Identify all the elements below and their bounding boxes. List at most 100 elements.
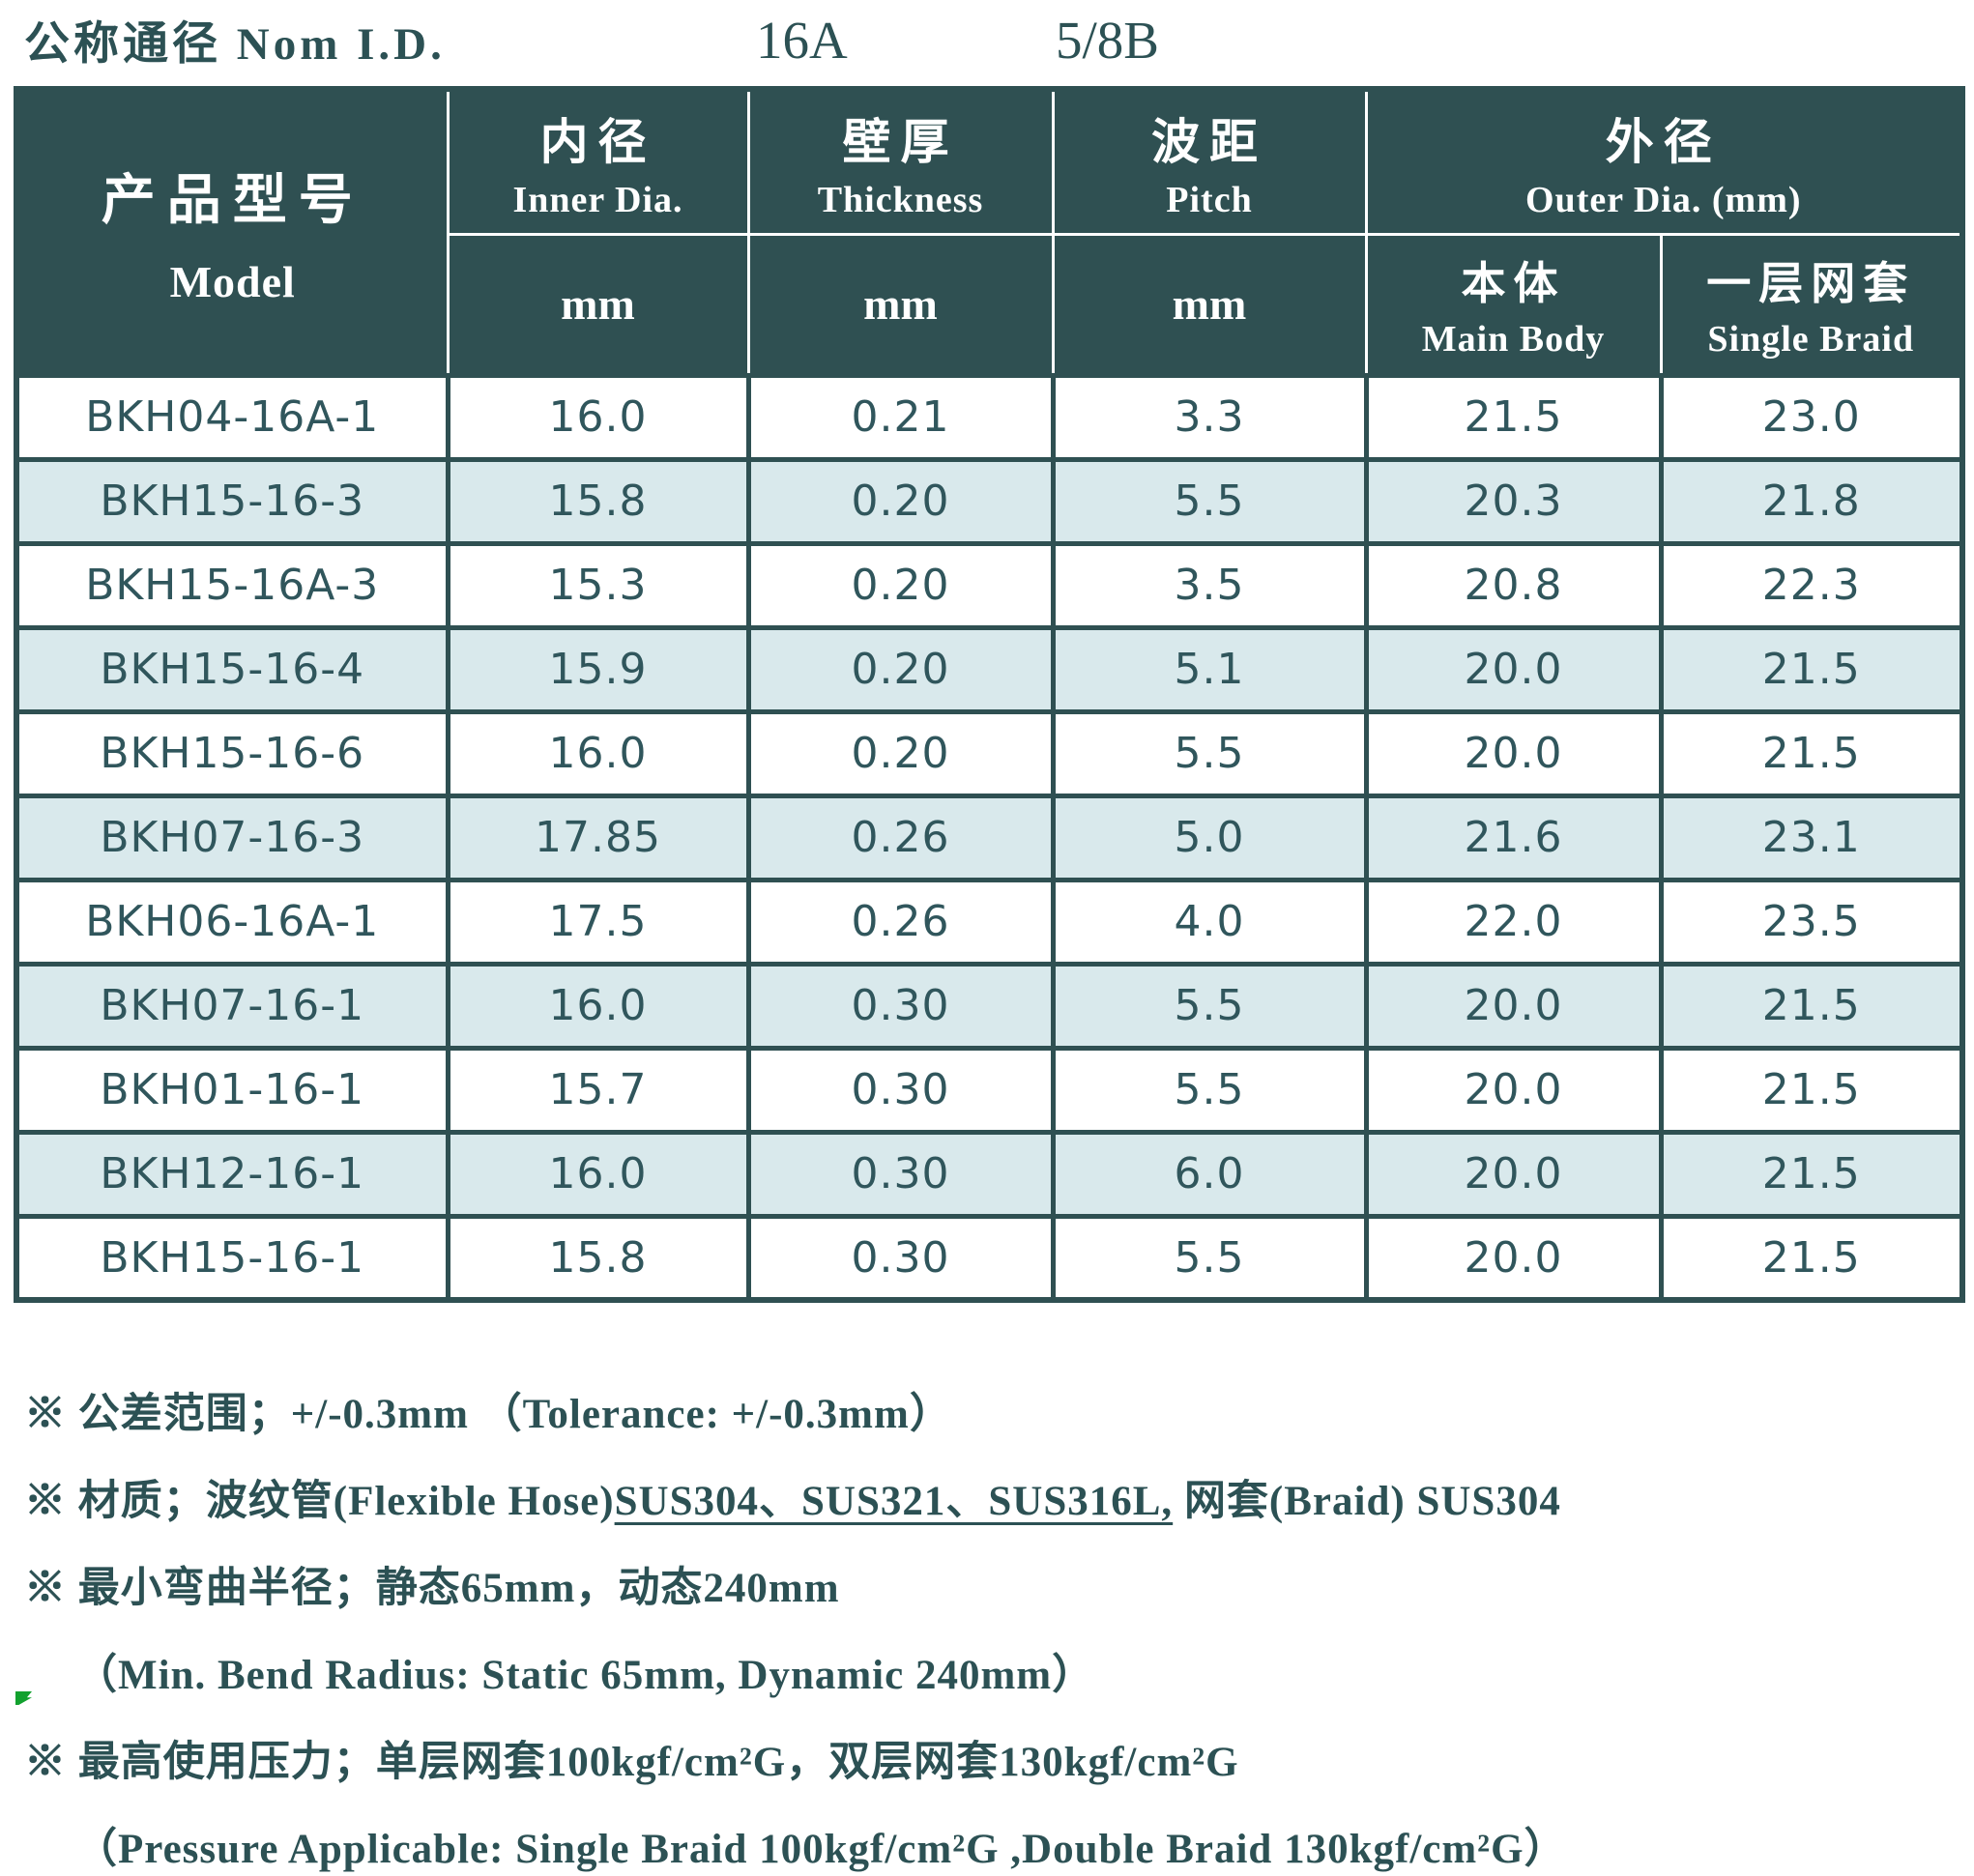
cell-inner-dia: 16.0: [445, 708, 751, 798]
cell-single-braid: 21.5: [1658, 1213, 1965, 1303]
note-material-prefix: ※ 材质；波纹管(Flexible Hose): [24, 1479, 615, 1524]
cell-model: BKH07-16-1: [14, 961, 450, 1051]
cell-thickness: 0.30: [745, 1213, 1056, 1303]
table-row: BKH15-16-6 16.0 0.20 5.5 20.0 21.5: [14, 708, 1965, 798]
header-model-zh: 产品型号: [101, 169, 364, 233]
cell-model: BKH15-16-6: [14, 708, 450, 798]
cell-inner-dia: 15.8: [445, 456, 751, 546]
header-inner-dia-en: Inner Dia.: [512, 179, 683, 220]
cell-inner-dia: 15.8: [445, 1213, 751, 1303]
cell-pitch: 5.5: [1050, 1045, 1369, 1135]
nominal-id-value-16a: 16A: [756, 11, 848, 70]
cell-main-body: 20.0: [1363, 624, 1664, 714]
header-single-braid-zh: 一层网套: [1706, 256, 1916, 309]
cell-single-braid: 23.1: [1658, 793, 1965, 882]
cell-single-braid: 21.5: [1658, 1129, 1965, 1219]
table-row: BKH12-16-1 16.0 0.30 6.0 20.0 21.5: [14, 1129, 1965, 1219]
cell-single-braid: 21.5: [1658, 624, 1965, 714]
cell-thickness: 0.26: [745, 877, 1056, 967]
table-row: BKH01-16-1 15.7 0.30 5.5 20.0 21.5: [14, 1045, 1965, 1135]
cell-thickness: 0.30: [745, 1045, 1056, 1135]
cell-inner-dia: 17.5: [445, 877, 751, 967]
nominal-id-value-5-8b: 5/8B: [1056, 11, 1159, 70]
cell-pitch: 6.0: [1050, 1129, 1369, 1219]
table-row: BKH07-16-3 17.85 0.26 5.0 21.6 23.1: [14, 793, 1965, 882]
cell-pitch: 3.5: [1050, 540, 1369, 630]
cell-model: BKH07-16-3: [14, 793, 450, 882]
header-model: 产品型号 Model: [15, 87, 450, 377]
table-row: BKH07-16-1 16.0 0.30 5.5 20.0 21.5: [14, 961, 1965, 1051]
header-thickness-en: Thickness: [817, 179, 984, 220]
cell-main-body: 21.6: [1363, 793, 1664, 882]
header-outer-dia-en: Outer Dia. (mm): [1525, 179, 1802, 220]
header-pitch-en: Pitch: [1166, 179, 1253, 220]
green-artifact-mark: [15, 1691, 32, 1705]
cell-main-body: 20.0: [1363, 708, 1664, 798]
cell-inner-dia: 16.0: [445, 372, 751, 462]
cell-thickness: 0.30: [745, 961, 1056, 1051]
cell-main-body: 22.0: [1363, 877, 1664, 967]
table-row: BKH15-16-1 15.8 0.30 5.5 20.0 21.5: [14, 1213, 1965, 1303]
note-pressure-en: （Pressure Applicable: Single Braid 100kg…: [75, 1827, 1567, 1872]
cell-pitch: 5.5: [1050, 1213, 1369, 1303]
cell-model: BKH15-16-1: [14, 1213, 450, 1303]
header-pitch: 波距 Pitch: [1051, 87, 1368, 236]
spec-table: 产品型号 Model 内径 Inner Dia. 壁厚 Thickness 波距…: [14, 86, 1966, 1303]
cell-single-braid: 23.0: [1658, 372, 1965, 462]
cell-single-braid: 23.5: [1658, 877, 1965, 967]
cell-single-braid: 21.5: [1658, 708, 1965, 798]
header-single-braid-en: Single Braid: [1707, 318, 1915, 360]
header-main-body: 本体 Main Body: [1364, 232, 1663, 377]
header-outer-dia-zh: 外径: [1605, 113, 1722, 170]
nominal-id-label: 公称通径 Nom I.D.: [24, 19, 446, 70]
cell-thickness: 0.30: [745, 1129, 1056, 1219]
cell-model: BKH04-16A-1: [14, 372, 450, 462]
cell-main-body: 20.3: [1363, 456, 1664, 546]
cell-main-body: 20.0: [1363, 1129, 1664, 1219]
cell-thickness: 0.20: [745, 540, 1056, 630]
cell-model: BKH15-16-4: [14, 624, 450, 714]
header-pitch-unit: mm: [1051, 232, 1368, 377]
cell-main-body: 20.8: [1363, 540, 1664, 630]
header-main-body-en: Main Body: [1421, 318, 1606, 360]
cell-model: BKH12-16-1: [14, 1129, 450, 1219]
header-model-en: Model: [169, 257, 296, 307]
cell-model: BKH15-16-3: [14, 456, 450, 546]
header-single-braid: 一层网套 Single Braid: [1659, 232, 1964, 377]
cell-pitch: 4.0: [1050, 877, 1369, 967]
note-pressure-zh: ※ 最高使用压力；单层网套100kgf/cm²G，双层网套130kgf/cm²G: [24, 1740, 1239, 1785]
cell-pitch: 5.0: [1050, 793, 1369, 882]
cell-model: BKH15-16A-3: [14, 540, 450, 630]
cell-single-braid: 21.5: [1658, 961, 1965, 1051]
cell-single-braid: 21.5: [1658, 1045, 1965, 1135]
cell-model: BKH06-16A-1: [14, 877, 450, 967]
note-material-suffix: 网套(Braid) SUS304: [1173, 1479, 1561, 1524]
cell-inner-dia: 15.3: [445, 540, 751, 630]
table-row: BKH04-16A-1 16.0 0.21 3.3 21.5 23.0: [14, 372, 1965, 462]
cell-thickness: 0.21: [745, 372, 1056, 462]
header-main-body-zh: 本体: [1461, 256, 1566, 309]
cell-pitch: 5.5: [1050, 708, 1369, 798]
cell-main-body: 20.0: [1363, 961, 1664, 1051]
header-inner-dia: 内径 Inner Dia.: [446, 87, 750, 236]
note-material-grades: SUS304、SUS321、SUS316L,: [614, 1479, 1174, 1524]
cell-main-body: 20.0: [1363, 1045, 1664, 1135]
header-inner-dia-unit: mm: [446, 232, 750, 377]
note-material: ※ 材质；波纹管(Flexible Hose)SUS304、SUS321、SUS…: [24, 1467, 1561, 1527]
header-pitch-zh: 波距: [1151, 113, 1267, 170]
table-row: BKH15-16-3 15.8 0.20 5.5 20.3 21.8: [14, 456, 1965, 546]
cell-inner-dia: 16.0: [445, 1129, 751, 1219]
header-inner-dia-zh: 内径: [539, 113, 656, 170]
header-thickness: 壁厚 Thickness: [746, 87, 1055, 236]
cell-main-body: 21.5: [1363, 372, 1664, 462]
cell-model: BKH01-16-1: [14, 1045, 450, 1135]
cell-thickness: 0.20: [745, 624, 1056, 714]
note-bend-radius-en: （Min. Bend Radius: Static 65mm, Dynamic …: [75, 1653, 1095, 1698]
cell-inner-dia: 17.85: [445, 793, 751, 882]
note-tolerance: ※ 公差范围；+/-0.3mm （Tolerance: +/-0.3mm）: [24, 1392, 952, 1437]
cell-thickness: 0.20: [745, 456, 1056, 546]
cell-pitch: 5.1: [1050, 624, 1369, 714]
cell-inner-dia: 15.7: [445, 1045, 751, 1135]
cell-thickness: 0.26: [745, 793, 1056, 882]
cell-thickness: 0.20: [745, 708, 1056, 798]
